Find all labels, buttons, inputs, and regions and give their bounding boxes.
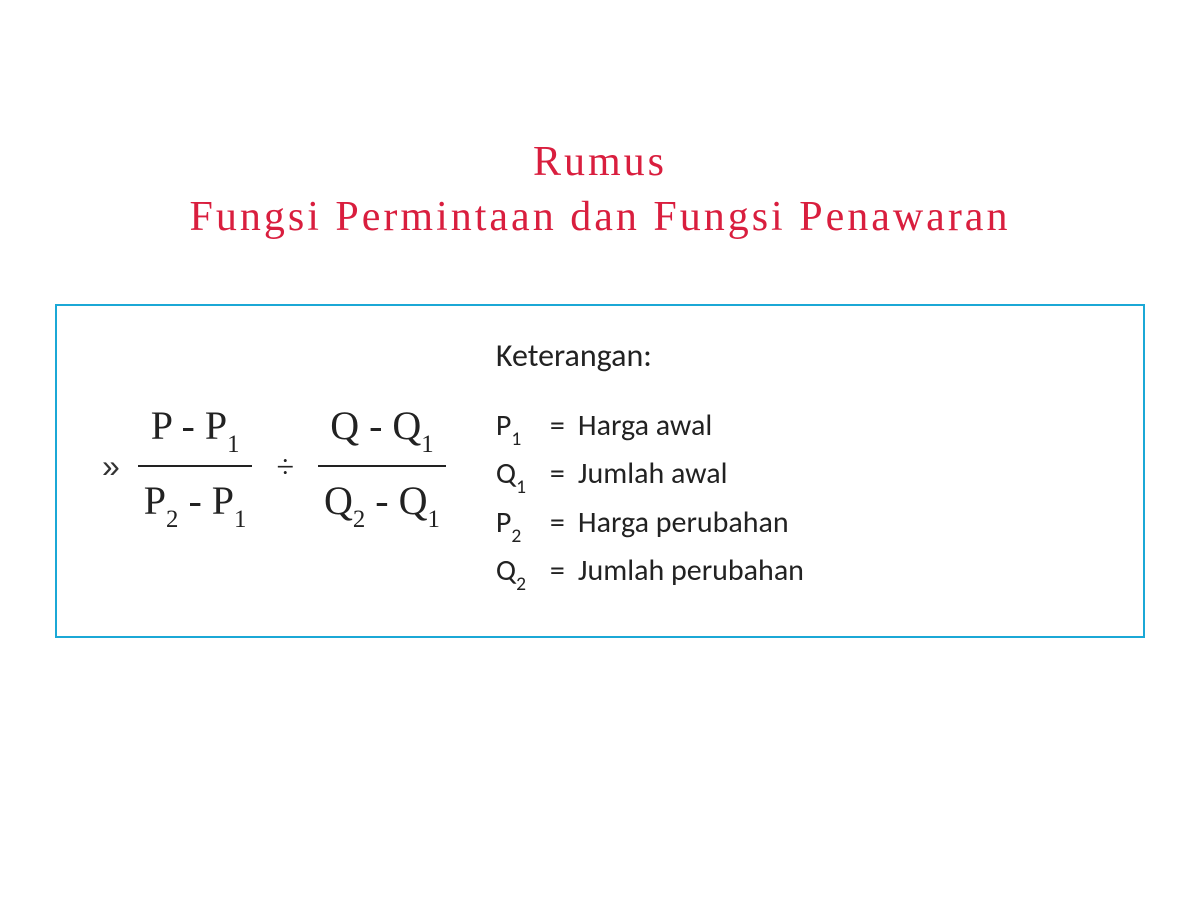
- frac2-den-rsub: 1: [428, 506, 440, 533]
- legend-eq-3: =: [550, 548, 578, 593]
- frac2-den-lsub: 2: [353, 506, 365, 533]
- legend-sym-0: P: [496, 407, 512, 444]
- formula-box: » P - P1 P2 - P1 ÷ Q - Q1 Q2 - Q1 Ketera…: [55, 304, 1145, 638]
- legend-sub-3: 2: [516, 572, 526, 596]
- legend-sym-1: Q: [496, 455, 516, 492]
- frac2-num-sub: 1: [421, 431, 433, 458]
- frac1-den-lsub: 2: [166, 506, 178, 533]
- frac2-den-mid: - Q: [365, 478, 427, 523]
- divide-symbol: ÷: [270, 448, 300, 485]
- arrow-icon: »: [102, 448, 120, 485]
- fraction-1-numerator: P - P1: [145, 394, 246, 463]
- legend-row-2: P2 = Harga perubahan: [496, 500, 1113, 548]
- legend-header: Keterangan:: [496, 336, 1113, 375]
- legend-sub-2: 2: [511, 524, 521, 548]
- legend-section: Keterangan: P1 = Harga awal Q1 = Jumlah …: [496, 336, 1113, 596]
- fraction-1-bar: [138, 465, 253, 467]
- legend-eq-1: =: [550, 451, 578, 496]
- frac1-num-sub: 1: [227, 431, 239, 458]
- legend-sym-3: Q: [496, 552, 516, 589]
- legend-eq-0: =: [550, 403, 578, 448]
- fraction-1-denominator: P2 - P1: [138, 469, 253, 538]
- frac2-num-main: Q - Q: [330, 403, 421, 448]
- legend-row-0: P1 = Harga awal: [496, 403, 1113, 451]
- legend-symbol-3: Q2: [496, 548, 550, 596]
- title-line-2: Fungsi Permintaan dan Fungsi Penawaran: [0, 190, 1200, 245]
- frac1-den-mid: - P: [178, 478, 234, 523]
- legend-desc-1: Jumlah awal: [578, 451, 728, 496]
- legend-row-3: Q2 = Jumlah perubahan: [496, 548, 1113, 596]
- legend-symbol-2: P2: [496, 500, 550, 548]
- frac1-den-rsub: 1: [234, 506, 246, 533]
- fraction-2: Q - Q1 Q2 - Q1: [318, 394, 446, 538]
- title-line-1: Rumus: [0, 135, 1200, 190]
- legend-symbol-1: Q1: [496, 451, 550, 499]
- fraction-2-denominator: Q2 - Q1: [318, 469, 446, 538]
- legend-desc-2: Harga perubahan: [578, 500, 789, 545]
- frac2-den-l: Q: [324, 478, 353, 523]
- legend-desc-0: Harga awal: [578, 403, 712, 448]
- fraction-2-bar: [318, 465, 446, 467]
- legend-sym-2: P: [496, 504, 512, 541]
- legend-desc-3: Jumlah perubahan: [578, 548, 804, 593]
- legend-sub-1: 1: [516, 475, 526, 499]
- frac1-den-l: P: [144, 478, 166, 523]
- legend-sub-0: 1: [511, 427, 521, 451]
- legend-symbol-0: P1: [496, 403, 550, 451]
- title-block: Rumus Fungsi Permintaan dan Fungsi Penaw…: [0, 135, 1200, 244]
- frac1-num-main: P - P: [151, 403, 227, 448]
- legend-row-1: Q1 = Jumlah awal: [496, 451, 1113, 499]
- formula-section: » P - P1 P2 - P1 ÷ Q - Q1 Q2 - Q1: [102, 394, 446, 538]
- legend-eq-2: =: [550, 500, 578, 545]
- fraction-2-numerator: Q - Q1: [324, 394, 440, 463]
- fraction-1: P - P1 P2 - P1: [138, 394, 253, 538]
